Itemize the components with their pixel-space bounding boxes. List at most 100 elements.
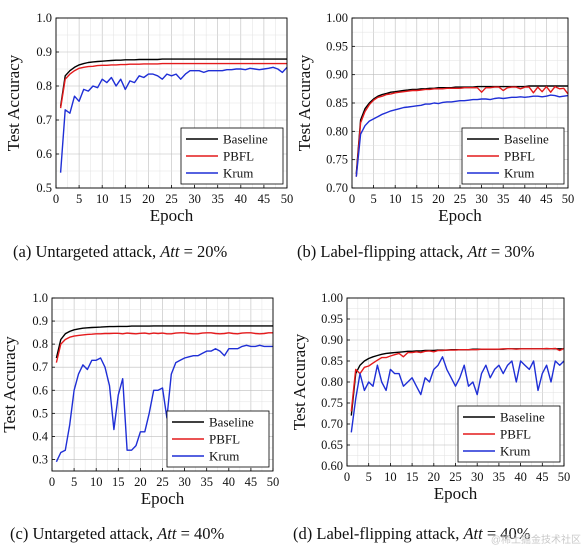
caption-d-math-var: Att	[463, 524, 483, 543]
caption-d-text: Label-flipping attack,	[316, 524, 460, 543]
x-tick-label: 45	[536, 470, 549, 484]
chart-b: 0 5 10 15 20 25 30 35 40 45 50 0.70 0.75 0.80 0.85 0.90…	[295, 11, 574, 225]
x-tick-label: 5	[71, 475, 77, 489]
x-axis-label: Epoch	[141, 489, 185, 508]
x-tick-label: 40	[514, 470, 527, 484]
y-tick-label: 0.9	[32, 314, 48, 328]
x-tick-label: 15	[406, 470, 419, 484]
caption-a-label: (a)	[13, 242, 32, 261]
x-tick-label: 20	[432, 192, 445, 206]
series-line-pbfl	[59, 62, 287, 109]
chart-c: 0 5 10 15 20 25 30 35 40 45 50 0.3 0.4 0.5 0.6 0.7 0.8 0.…	[0, 291, 279, 508]
x-tick-label: 50	[562, 192, 575, 206]
y-tick-label: 1.0	[32, 291, 48, 305]
x-tick-label: 50	[558, 470, 571, 484]
caption-b-math-val: 30%	[504, 242, 535, 261]
x-tick-label: 5	[370, 192, 376, 206]
caption-b-math-op: =	[490, 242, 501, 261]
caption-a-text: Untargeted attack,	[35, 242, 157, 261]
y-tick-label: 1.0	[36, 11, 52, 25]
x-tick-label: 45	[540, 192, 553, 206]
x-tick-label: 5	[366, 470, 372, 484]
series-line-krum	[350, 356, 565, 433]
x-tick-label: 40	[235, 192, 248, 206]
watermark: @稀土掘金技术社区	[490, 535, 581, 546]
series-line-baseline	[55, 325, 273, 359]
caption-a: (a) Untargeted attack, Att = 20%	[13, 242, 227, 262]
x-tick-label: 25	[449, 470, 462, 484]
legend-label-baseline: Baseline	[504, 132, 549, 147]
y-tick-label: 0.90	[326, 68, 348, 82]
y-tick-label: 0.6	[36, 147, 52, 161]
x-axis-label: Epoch	[438, 206, 482, 225]
y-tick-label: 0.5	[32, 406, 48, 420]
y-tick-label: 1.00	[321, 291, 343, 305]
x-tick-label: 45	[245, 475, 258, 489]
caption-c-text: Untargeted attack,	[32, 524, 154, 543]
caption-d-label: (d)	[293, 524, 313, 543]
legend-label-baseline: Baseline	[223, 132, 268, 147]
legend-label-pbfl: PBFL	[504, 149, 535, 164]
x-tick-label: 35	[497, 192, 510, 206]
series-line-krum	[55, 344, 273, 463]
y-tick-label: 0.95	[321, 312, 343, 326]
series-line-baseline	[59, 58, 287, 107]
x-tick-label: 40	[519, 192, 532, 206]
y-axis-label: Test Accuracy	[0, 336, 19, 433]
x-tick-label: 25	[165, 192, 178, 206]
series-line-pbfl	[350, 347, 565, 412]
caption-c-math-op: =	[180, 524, 190, 543]
x-tick-label: 10	[90, 475, 103, 489]
x-axis-label: Epoch	[434, 484, 478, 503]
caption-b: (b) Label-flipping attack, Att = 30%	[297, 242, 535, 262]
chart-c-legend: Baseline PBFL Krum	[166, 410, 270, 468]
caption-d-math-op: =	[486, 524, 497, 543]
y-tick-label: 0.6	[32, 383, 48, 397]
y-tick-label: 0.75	[326, 153, 348, 167]
y-axis-label: Test Accuracy	[295, 54, 314, 151]
y-tick-label: 0.85	[326, 96, 348, 110]
y-tick-label: 1.00	[326, 11, 348, 25]
x-axis-label: Epoch	[150, 206, 194, 225]
x-tick-label: 15	[119, 192, 132, 206]
x-tick-label: 45	[258, 192, 271, 206]
y-tick-label: 0.8	[36, 79, 52, 93]
x-tick-label: 35	[211, 192, 224, 206]
y-tick-label: 0.5	[36, 181, 52, 195]
legend-label-krum: Krum	[223, 166, 253, 181]
caption-a-math-val: 20%	[197, 242, 228, 261]
y-tick-label: 0.75	[321, 396, 343, 410]
x-tick-label: 0	[344, 470, 350, 484]
legend-label-pbfl: PBFL	[223, 149, 254, 164]
series-line-baseline	[355, 85, 568, 174]
caption-b-label: (b)	[297, 242, 317, 261]
y-axis-label: Test Accuracy	[290, 333, 309, 430]
series-line-krum	[355, 94, 569, 177]
y-tick-label: 0.8	[32, 337, 48, 351]
caption-c-label: (c)	[10, 524, 29, 543]
legend-label-pbfl: PBFL	[209, 432, 240, 447]
x-tick-label: 30	[178, 475, 191, 489]
caption-b-math-var: Att	[467, 242, 487, 261]
x-tick-label: 35	[493, 470, 506, 484]
x-tick-label: 20	[142, 192, 155, 206]
x-tick-label: 30	[188, 192, 201, 206]
legend-label-baseline: Baseline	[500, 410, 545, 425]
x-tick-label: 10	[96, 192, 109, 206]
x-tick-label: 25	[454, 192, 467, 206]
x-tick-label: 30	[471, 470, 484, 484]
x-tick-label: 50	[267, 475, 280, 489]
x-tick-label: 30	[475, 192, 488, 206]
x-tick-label: 10	[389, 192, 402, 206]
chart-a-legend: Baseline PBFL Krum	[180, 127, 284, 185]
series-line-pbfl	[355, 85, 569, 177]
x-tick-label: 25	[156, 475, 169, 489]
y-tick-label: 0.80	[326, 124, 348, 138]
x-tick-label: 10	[384, 470, 397, 484]
y-tick-label: 0.7	[32, 360, 48, 374]
caption-d-math-val: 40%	[500, 524, 531, 543]
caption-d: (d) Label-flipping attack, Att = 40%	[293, 524, 531, 544]
y-tick-label: 0.7	[36, 113, 52, 127]
legend-label-baseline: Baseline	[209, 415, 254, 430]
